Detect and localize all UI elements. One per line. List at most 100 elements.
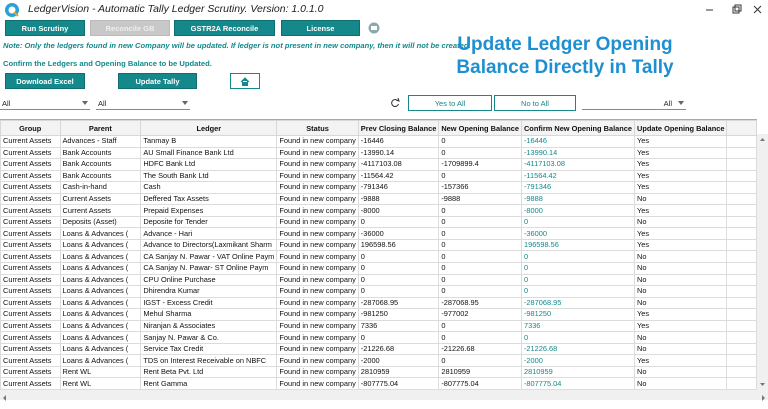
ledger-row[interactable]: Current Assets Loans & Advances (Niranjan… [0,319,757,333]
cell: 0 [438,331,522,344]
cell: 7336 [357,319,440,333]
column-header: New Opening Balance [438,120,522,136]
ledger-row[interactable]: Current Assets Loans & Advances (Service … [0,342,757,356]
update-tally-button[interactable]: Update Tally [118,73,197,89]
ledger-row[interactable]: Current Assets Loans & Advances (Advance … [0,227,757,240]
scroll-arrows [3,395,765,401]
cell: 2810959 [520,365,635,379]
cell: 0 [520,262,635,275]
info-icon[interactable] [368,22,380,34]
ledger-row[interactable]: Current Assets Rent WL Rent Beta Pvt. Ltd F… [0,365,757,379]
cell: Current Assets [0,169,61,183]
cell: Yes [633,319,728,333]
cell: -287068.95 [357,296,440,310]
cell: Rent WL [59,365,142,379]
cell: HDFC Bank Ltd [140,158,278,171]
cell: 0 [438,169,522,183]
cell: No [633,285,728,298]
cell: Bank Accounts [59,146,142,160]
cell: 0 [438,238,522,252]
ledger-row[interactable]: Current Assets Cash-in-hand Cash Found in n… [0,181,757,194]
cell: Loans & Advances ( [59,227,142,240]
gstr2a-button[interactable]: GSTR2A Reconcile [174,20,275,36]
ledger-row[interactable]: Current Assets Loans & Advances (Dhirendr… [0,285,757,298]
home-button[interactable] [230,73,260,89]
cell: Current Assets [59,192,142,206]
ledger-row[interactable]: Current Assets Current Assets Prepaid Expe… [0,204,757,217]
ledger-row[interactable]: Current Assets Loans & Advances (IGST - E… [0,296,757,310]
cell: 0 [438,262,522,275]
cell: Current Assets [0,158,61,171]
cell: 196598.56 [520,238,635,252]
ledger-row[interactable]: Current Assets Advances - Staff Tanmay B Fo… [0,135,757,148]
cell: Current Assets [0,342,61,356]
cell: -4117103.08 [520,158,635,171]
cell: -21226.68 [357,342,440,356]
cell: No [633,262,728,275]
cell: Found in new company [276,169,359,183]
ledger-row[interactable]: Current Assets Bank Accounts The South Ban… [0,169,757,183]
ledger-row[interactable]: Current Assets Bank Accounts HDFC Bank Ltd… [0,158,757,171]
cell: -981250 [520,308,635,321]
download-excel-button[interactable]: Download Excel [5,73,85,89]
cell: Loans & Advances ( [59,250,142,263]
cell: Found in new company [276,296,359,310]
ledger-row[interactable]: Current Assets Loans & Advances (Advance … [0,238,757,252]
cell: Bank Accounts [59,158,142,171]
cell: 0 [438,273,522,287]
cell: No [633,331,728,344]
ledger-row[interactable]: Current Assets Loans & Advances (Mehul Sh… [0,308,757,321]
ledger-row[interactable]: Current Assets Deposits (Asset) Deposite f… [0,215,757,229]
license-button[interactable]: License [281,20,360,36]
cell: Yes [633,354,728,367]
group-filter-value: All [2,99,11,108]
cell: Loans & Advances ( [59,308,142,321]
cell: -11564.42 [520,169,635,183]
cell: Current Assets [59,204,142,217]
cell: Loans & Advances ( [59,296,142,310]
cell: Found in new company [276,135,359,148]
yes-to-all-button[interactable]: Yes to All [408,95,492,111]
ledger-row[interactable]: Current Assets Rent WL Rent Gamma Found in … [0,377,757,391]
cell: 0 [520,215,635,229]
cell: Found in new company [276,273,359,287]
ledger-row[interactable]: Current Assets Loans & Advances (CA Sanja… [0,262,757,275]
parent-filter[interactable]: All [96,97,190,110]
column-header: Confirm New Opening Balance [520,120,635,136]
cell: Current Assets [0,296,61,310]
cell-filler [726,227,757,240]
group-filter[interactable]: All [0,97,90,110]
ledger-row[interactable]: Current Assets Loans & Advances (TDS on I… [0,354,757,367]
cell: Mehul Sharma [140,308,278,321]
ledger-row[interactable]: Current Assets Current Assets Deffered Tax… [0,192,757,206]
horizontal-scrollbar[interactable] [0,390,768,401]
ledger-row[interactable]: Current Assets Loans & Advances (CPU Onli… [0,273,757,287]
cell: Found in new company [276,285,359,298]
cell-filler [726,285,757,298]
refresh-icon[interactable] [390,98,400,108]
run-scrutiny-button[interactable]: Run Scrutiny [5,20,85,36]
cell: 0 [438,319,522,333]
no-to-all-button[interactable]: No to All [494,95,576,111]
cell: 0 [357,215,440,229]
column-header: Update Opening Balance [633,120,728,136]
vertical-scrollbar[interactable] [757,134,768,390]
column-header: Group [0,120,61,136]
cell: Deffered Tax Assets [140,192,278,206]
cell: Current Assets [0,204,61,217]
cell: Yes [633,158,728,171]
cell: -807775.04 [357,377,440,391]
cell: Loans & Advances ( [59,319,142,333]
ledger-row[interactable]: Current Assets Loans & Advances (Sanjay N… [0,331,757,344]
cell-filler [726,262,757,275]
reconcile-gb-button: Reconcile GB [90,20,170,36]
ledger-row[interactable]: Current Assets Bank Accounts AU Small Fina… [0,146,757,160]
cell: No [633,192,728,206]
cell-filler [726,250,757,263]
ledger-row[interactable]: Current Assets Loans & Advances (CA Sanja… [0,250,757,263]
window-controls[interactable] [700,4,764,16]
update-filter[interactable]: All [582,97,686,110]
cell: No [633,377,728,391]
column-filler [726,120,757,136]
